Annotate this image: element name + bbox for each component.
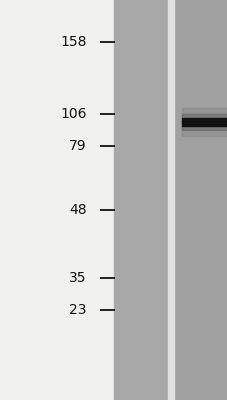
Bar	[182, 108, 227, 136]
Bar	[174, 0, 227, 400]
Text: 23: 23	[69, 303, 86, 317]
Bar	[167, 0, 174, 400]
Text: 48: 48	[69, 203, 86, 217]
Text: 35: 35	[69, 271, 86, 285]
Bar	[114, 0, 167, 400]
Text: 158: 158	[60, 35, 86, 49]
Bar	[182, 114, 227, 130]
Text: 79: 79	[69, 139, 86, 153]
Text: 106: 106	[60, 107, 86, 121]
Bar	[182, 118, 227, 126]
